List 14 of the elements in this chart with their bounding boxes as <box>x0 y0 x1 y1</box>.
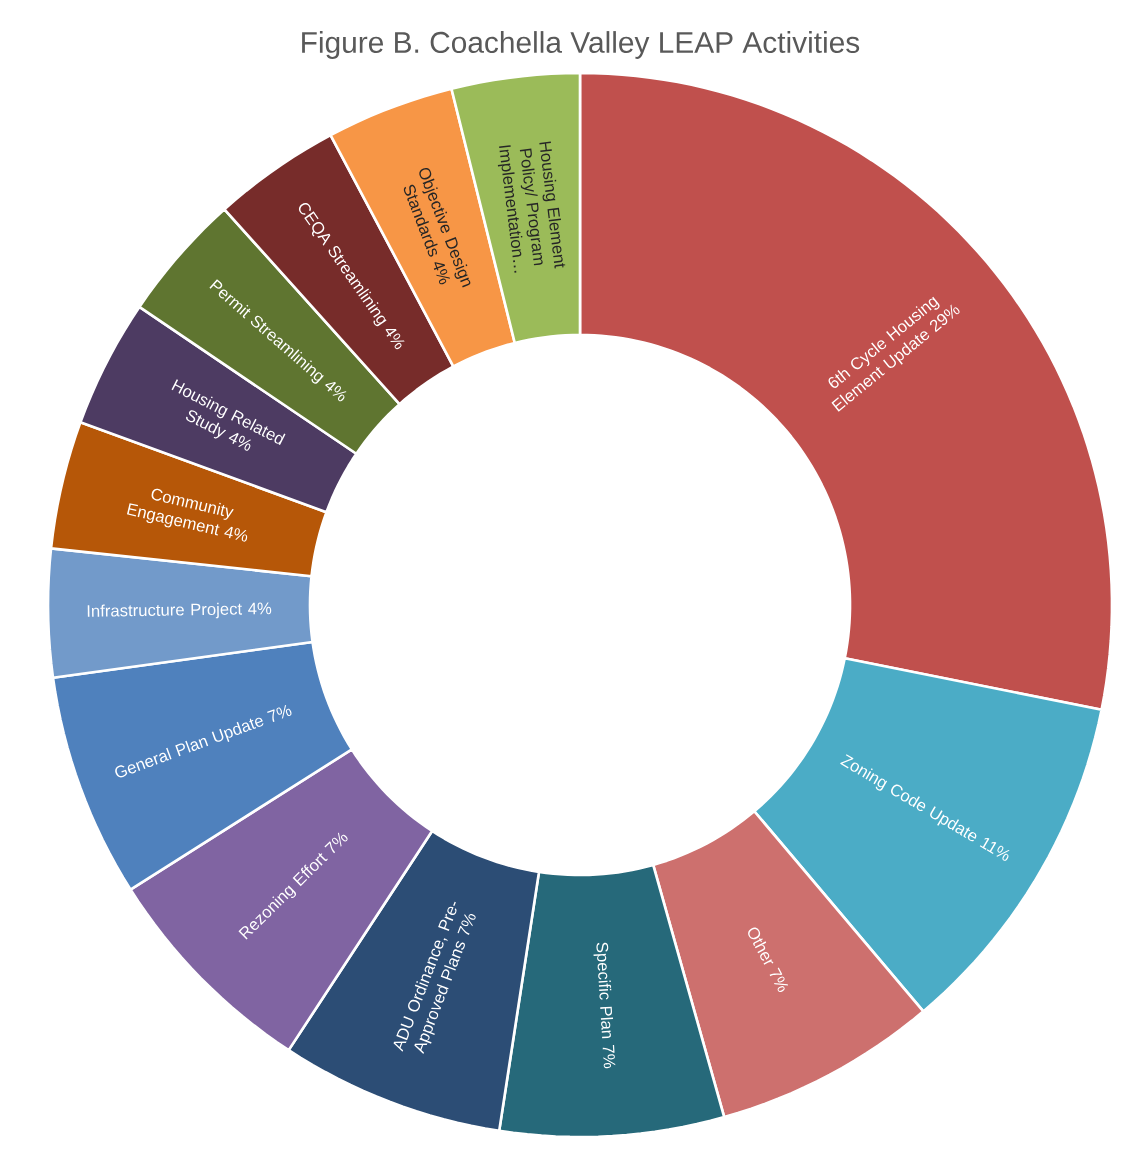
data-label: 4% <box>325 381 347 402</box>
data-label: 4% <box>385 328 405 350</box>
data-label: 4% <box>248 602 272 615</box>
data-label: 7% <box>769 967 789 993</box>
slice-label: Housing Element Policy/ Program Implementation… <box>497 141 566 273</box>
data-label: 4% <box>224 526 248 542</box>
slice-label: Specific Plan <box>593 942 614 1039</box>
slice-label: Other <box>748 927 774 965</box>
chart-title: Figure B. Coachella Valley LEAP Activities <box>302 31 860 59</box>
data-label: 11% <box>979 837 1010 861</box>
slice-label: Infrastructure Project <box>87 602 243 619</box>
data-label: 7% <box>267 704 292 722</box>
data-label: 7% <box>457 914 476 936</box>
data-label: 7% <box>602 1045 616 1069</box>
